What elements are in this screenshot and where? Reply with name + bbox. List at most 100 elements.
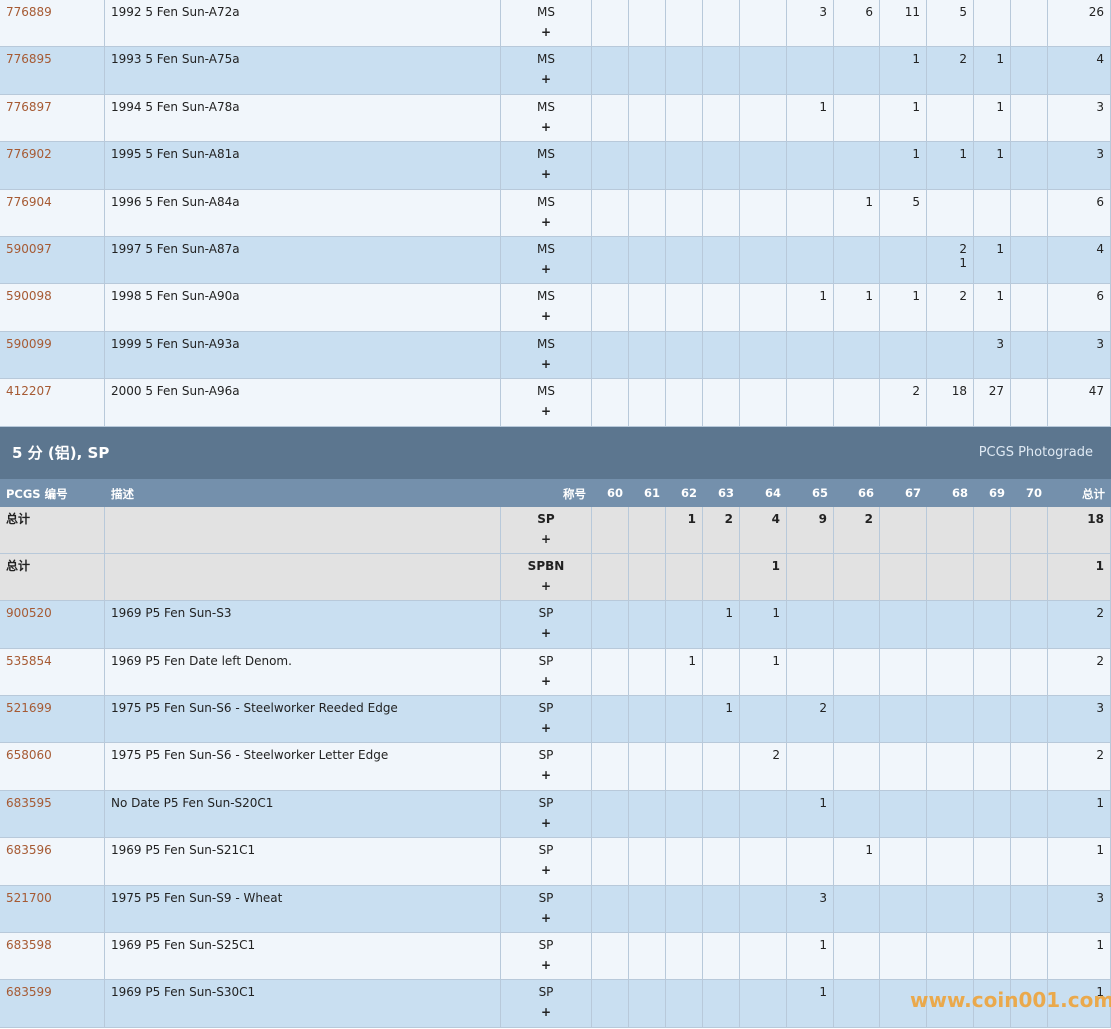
grade-cell — [666, 0, 703, 47]
grade-count: 11 — [904, 5, 920, 19]
coin-row: 590098 1998 5 Fen Sun-A90a MS +1 1 1 2 1 6 — [0, 284, 1111, 332]
description: 1975 P5 Fen Sun-S9 - Wheat — [105, 885, 501, 933]
pcgs-link[interactable]: 521700 — [0, 885, 105, 933]
column-label: 称号 — [563, 486, 586, 501]
designation: MS + — [501, 331, 592, 379]
grade-cell: 1 — [666, 648, 703, 696]
grade-cell: 1 — [740, 648, 787, 696]
grade-cell — [880, 506, 927, 553]
pcgs-link[interactable]: 683595 — [0, 790, 105, 838]
description: 1998 5 Fen Sun-A90a — [105, 284, 501, 331]
grade-cell: 1 — [880, 284, 927, 331]
total: 1 — [1048, 933, 1111, 980]
pcgs-link[interactable]: 521699 — [0, 696, 105, 743]
grade-cell — [1011, 601, 1048, 648]
grade-cell — [880, 980, 927, 1027]
plus-link: + — [540, 721, 552, 736]
grade-cell — [1011, 743, 1048, 790]
grade-cell — [880, 790, 927, 838]
plus-link: + — [540, 214, 552, 229]
plus-link: + — [540, 673, 552, 688]
grade-cell — [927, 189, 974, 236]
grade-count: 1 — [771, 558, 780, 573]
grade-cell — [834, 94, 880, 142]
grade-cell — [740, 885, 787, 933]
grade-cell — [592, 743, 629, 790]
grade-cell — [629, 790, 666, 838]
grade-cell — [592, 94, 629, 142]
grade-cell — [1011, 236, 1048, 284]
designation-text: SP — [538, 795, 554, 810]
grade-count: 1 — [996, 52, 1004, 67]
description: 1992 5 Fen Sun-A72a — [105, 0, 501, 47]
plus-link: + — [540, 815, 552, 830]
grade-count: 2 — [959, 241, 967, 256]
grade-cell — [592, 284, 629, 331]
designation-text: MS — [537, 336, 555, 351]
designation-text: MS — [537, 147, 555, 162]
grade-cell — [592, 838, 629, 885]
grade-cell — [629, 94, 666, 142]
pcgs-link[interactable]: 900520 — [0, 601, 105, 648]
plus-link: + — [540, 768, 552, 783]
pcgs-link[interactable]: 776897 — [0, 94, 105, 142]
grade-cell — [740, 331, 787, 379]
plus-link: + — [540, 626, 552, 641]
grade-cell: 9 — [787, 506, 834, 553]
grade-cell — [666, 980, 703, 1027]
plus-link: + — [540, 25, 552, 39]
pcgs-link[interactable]: 776895 — [0, 47, 105, 94]
grade-count: 3 — [996, 336, 1004, 351]
pcgs-link[interactable]: 590097 — [0, 236, 105, 284]
plus-link: + — [540, 119, 552, 134]
grade-cell — [666, 142, 703, 189]
photograde-link[interactable]: PCGS Photograde — [978, 445, 1093, 461]
pcgs-link[interactable]: 776889 — [0, 0, 105, 47]
grade-count: 1 — [687, 511, 696, 526]
description: 1969 P5 Fen Sun-S21C1 — [105, 838, 501, 885]
grade-count: 3 — [819, 890, 827, 905]
coin-row: 535854 1969 P5 Fen Date left Denom. SP +1 1 2 — [0, 648, 1111, 697]
empty-cell — [105, 553, 501, 601]
grade-count: 1 — [819, 289, 827, 304]
grade-cell — [834, 331, 880, 379]
grade-cell — [787, 331, 834, 379]
grade-cell — [834, 885, 880, 933]
grade-cell — [740, 980, 787, 1027]
pcgs-link[interactable]: 683596 — [0, 838, 105, 885]
pcgs-link[interactable]: 658060 — [0, 743, 105, 790]
total: 3 — [1048, 331, 1111, 379]
coin-row: 683596 1969 P5 Fen Sun-S21C1 SP +1 1 — [0, 838, 1111, 886]
pcgs-link[interactable]: 535854 — [0, 648, 105, 696]
column-label: 62 — [680, 485, 697, 500]
grade-count: 1 — [912, 52, 920, 67]
grade-cell — [629, 506, 666, 553]
designation: MS + — [501, 0, 592, 47]
grade-cell — [666, 379, 703, 426]
column-label: 69 — [988, 485, 1005, 500]
pcgs-link[interactable]: 590099 — [0, 331, 105, 379]
plus-link: + — [540, 863, 552, 878]
grade-count: 1 — [865, 194, 873, 209]
designation: SP + — [501, 696, 592, 743]
pcgs-link[interactable]: 412207 — [0, 379, 105, 426]
total: 4 — [1048, 236, 1111, 284]
pcgs-link[interactable]: 776902 — [0, 142, 105, 189]
pcgs-link[interactable]: 683599 — [0, 980, 105, 1027]
designation-text: MS — [537, 241, 555, 256]
pcgs-link[interactable]: 683598 — [0, 933, 105, 980]
grade-cell — [592, 189, 629, 236]
designation: MS + — [501, 47, 592, 94]
grade-cell — [629, 47, 666, 94]
grade-cell — [666, 553, 703, 601]
grade-cell — [629, 379, 666, 426]
grade-cell — [666, 696, 703, 743]
grade-cell — [974, 933, 1011, 980]
pcgs-link[interactable]: 776904 — [0, 189, 105, 236]
pcgs-link[interactable]: 590098 — [0, 284, 105, 331]
grade-cell — [592, 379, 629, 426]
grade-cell — [880, 601, 927, 648]
grade-cell — [592, 790, 629, 838]
grade-cell — [787, 47, 834, 94]
grade-cell — [703, 0, 740, 47]
